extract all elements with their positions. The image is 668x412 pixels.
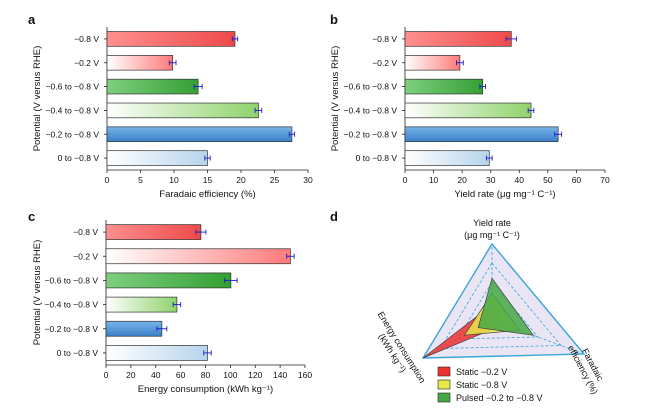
- radar-shapes: [421, 242, 586, 359]
- panel-letter-b: b: [330, 12, 338, 27]
- bar: [105, 272, 232, 289]
- x-tick-label: 10: [429, 175, 439, 185]
- bar: [106, 126, 293, 142]
- x-tick-label: 30: [303, 175, 313, 185]
- bar: [404, 126, 559, 142]
- x-tick-label: 5: [138, 175, 143, 185]
- x-tick-label: 140: [273, 370, 287, 380]
- bar: [105, 345, 208, 361]
- x-axis-label: Faradaic efficiency (%): [159, 189, 255, 200]
- radar-grid-ring: [439, 262, 562, 349]
- bar: [404, 55, 461, 71]
- radar-axis-label-yield-1: Yield rate: [473, 218, 511, 228]
- category-label: −0.4 to −0.8 V: [344, 105, 398, 115]
- category-label: −0.8 V: [73, 227, 98, 237]
- category-label: 0 to −0.8 V: [58, 153, 100, 163]
- x-tick-label: 120: [248, 370, 262, 380]
- x-tick-label: 15: [203, 175, 213, 185]
- bar: [404, 31, 512, 47]
- legend-swatch-static-0-8: [437, 379, 451, 390]
- x-tick-label: 30: [486, 175, 496, 185]
- panel-letter-c: c: [28, 209, 35, 224]
- category-label: 0 to −0.8 V: [356, 153, 398, 163]
- x-tick-label: 20: [457, 175, 467, 185]
- bar: [106, 31, 236, 47]
- panel-letter-d: d: [330, 209, 338, 224]
- category-label: 0 to −0.8 V: [57, 348, 99, 358]
- x-tick-label: 160: [298, 370, 312, 380]
- legend-label-static-0-2: Static −0.2 V: [456, 367, 507, 377]
- x-tick-label: 100: [223, 370, 237, 380]
- legend-label-static-0-8: Static −0.8 V: [456, 380, 507, 390]
- legend-swatch-static-0-2: [437, 366, 451, 377]
- x-tick-label: 40: [515, 175, 525, 185]
- category-label: −0.6 to −0.8 V: [45, 275, 99, 285]
- radar-series-pulsed-0-2-to-0-8-v: [477, 277, 535, 336]
- panel-d-radar: Yield rate (μg mg⁻¹ C⁻¹) Faradaic effici…: [376, 218, 606, 403]
- y-axis-label: Potential (V versus RHE): [330, 46, 341, 152]
- x-axis-label: Energy consumption (kWh kg⁻¹): [138, 384, 273, 395]
- panel-b-chart: 0 10 20 30 40 50 60 70 Yield rate (μg mg⁻¹ C⁻¹) P…: [330, 27, 610, 200]
- category-label: −0.8 V: [74, 34, 99, 44]
- category-label: −0.4 to −0.8 V: [46, 105, 100, 115]
- category-label: −0.8 V: [372, 34, 397, 44]
- bar: [105, 320, 163, 337]
- bar: [106, 78, 199, 95]
- bar: [105, 224, 202, 240]
- bar: [106, 150, 208, 166]
- bar: [105, 296, 178, 313]
- category-label: −0.4 to −0.8 V: [45, 300, 99, 310]
- panel-letter-a: a: [28, 12, 36, 27]
- legend-swatch-pulsed: [437, 392, 451, 403]
- category-label: −0.2 to −0.8 V: [45, 324, 99, 334]
- category-label: −0.2 to −0.8 V: [46, 129, 100, 139]
- x-tick-label: 40: [151, 370, 161, 380]
- y-axis-label: Potential (V versus RHE): [32, 240, 43, 346]
- legend-label-pulsed: Pulsed −0.2 to −0.8 V: [456, 393, 543, 403]
- x-tick-label: 70: [600, 175, 610, 185]
- x-tick-label: 25: [270, 175, 280, 185]
- bar: [404, 78, 484, 95]
- x-tick-label: 80: [201, 370, 211, 380]
- x-tick-label: 10: [169, 175, 179, 185]
- category-label: −0.2 to −0.8 V: [344, 129, 398, 139]
- bar: [106, 102, 259, 119]
- bar: [404, 102, 532, 119]
- panel-c-chart: 0 20 40 60 80 100 120 140 160 Energy consumption …: [32, 220, 312, 395]
- category-label: −0.6 to −0.8 V: [344, 82, 398, 92]
- category-label: −0.2 V: [73, 251, 98, 261]
- panel-a-chart: 0 5 10 15 20 25 30 Faradaic efficiency (%) Poten…: [32, 27, 313, 200]
- x-tick-label: 0: [105, 175, 110, 185]
- bar: [404, 150, 490, 166]
- category-label: −0.2 V: [372, 58, 397, 68]
- x-tick-label: 20: [126, 370, 136, 380]
- radar-legend: Static −0.2 V Static −0.8 V Pulsed −0.2 …: [437, 366, 543, 403]
- radar-axis-label-yield-2: (μg mg⁻¹ C⁻¹): [464, 230, 520, 240]
- bar: [106, 55, 174, 71]
- x-axis-label: Yield rate (μg mg⁻¹ C⁻¹): [454, 189, 555, 200]
- x-tick-label: 50: [543, 175, 553, 185]
- x-tick-label: 60: [572, 175, 582, 185]
- x-tick-label: 20: [236, 175, 246, 185]
- x-tick-label: 60: [176, 370, 186, 380]
- x-tick-label: 0: [104, 370, 109, 380]
- bar: [105, 248, 291, 265]
- category-label: −0.2 V: [74, 58, 99, 68]
- y-axis-label: Potential (V versus RHE): [32, 46, 43, 152]
- category-label: −0.6 to −0.8 V: [46, 82, 100, 92]
- x-tick-label: 0: [403, 175, 408, 185]
